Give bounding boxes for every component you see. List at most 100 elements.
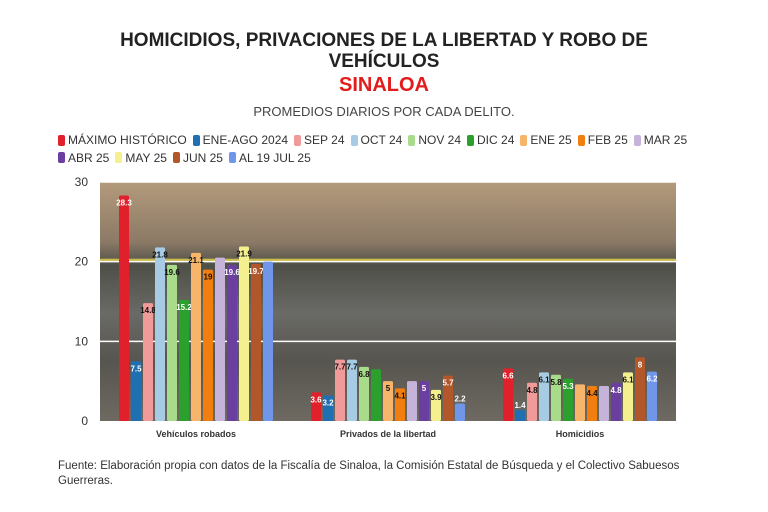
legend-label: ENE 25 (530, 133, 572, 147)
data-label: 19.6 (224, 268, 240, 277)
bar (347, 359, 357, 421)
caution-tape (100, 258, 676, 262)
legend-item: ENE-AGO 2024 (192, 132, 289, 148)
data-label: 4.8 (526, 386, 538, 395)
bar (599, 385, 609, 421)
legend-swatch (408, 134, 416, 146)
legend-item: MAR 25 (633, 132, 688, 148)
legend-swatch (192, 134, 200, 146)
legend-swatch (467, 134, 475, 146)
legend-swatch (228, 152, 236, 163)
data-label: 19 (204, 273, 213, 282)
legend-label: SEP 24 (304, 133, 345, 147)
data-label: 14.8 (140, 306, 156, 315)
legend-label: AL 19 JUL 25 (238, 150, 311, 165)
source-note: Fuente: Elaboración propia con datos de … (58, 460, 680, 487)
legend-swatch (294, 134, 302, 146)
bar (395, 388, 405, 421)
data-label: 6.2 (646, 375, 658, 384)
legend-label: OCT 24 (360, 133, 403, 147)
legend-label: NOV 24 (418, 133, 462, 147)
data-label: 3.9 (430, 393, 442, 402)
y-tick-label: 30 (75, 175, 89, 189)
legend-label: ENE-AGO 2024 (202, 133, 289, 147)
data-label: 5.8 (550, 378, 562, 387)
x-tick-label: Vehículos robados (156, 429, 236, 439)
data-label: 4.8 (610, 386, 622, 395)
data-label: 4.1 (394, 391, 406, 400)
legend-item: MÁXIMO HISTÓRICO (58, 132, 187, 148)
legend-item: DIC 24 (467, 132, 514, 148)
data-label: 3.2 (322, 399, 334, 408)
bar (263, 261, 273, 421)
x-tick-label: Privados de la libertad (340, 429, 436, 439)
bar (431, 389, 441, 421)
legend-label: FEB 25 (587, 133, 628, 147)
legend-item: ENE 25 (520, 132, 572, 148)
data-label: 7.7 (334, 363, 346, 372)
legend-swatch (115, 152, 123, 163)
data-label: 5.3 (562, 382, 574, 391)
data-label: 1.4 (514, 401, 526, 410)
bar (311, 392, 321, 421)
bar (623, 372, 633, 421)
data-label: 21.1 (188, 256, 204, 265)
bar (323, 395, 333, 421)
data-label: 8 (638, 360, 643, 369)
data-label: 4.4 (586, 389, 598, 398)
data-label: 6.8 (358, 370, 370, 379)
bar (647, 371, 657, 421)
legend-label: JUN 25 (182, 150, 223, 165)
bar (155, 247, 165, 421)
bar (143, 303, 153, 421)
bar (179, 299, 189, 421)
data-label: 7.7 (346, 363, 358, 372)
legend-label: MAR 25 (643, 133, 688, 147)
bar (215, 257, 225, 421)
bar (167, 264, 177, 421)
bar (203, 269, 213, 421)
data-label: 6.1 (538, 375, 550, 384)
legend-swatch (172, 152, 180, 163)
data-label: 19.6 (164, 268, 180, 277)
data-label: 2.2 (454, 394, 466, 403)
data-label: 5 (386, 384, 391, 393)
legend-item: AL 19 JUL 25 (228, 150, 311, 166)
bar (575, 384, 585, 421)
legend-item: SEP 24 (294, 132, 345, 148)
y-tick-label: 10 (75, 334, 89, 348)
y-tick-label: 20 (75, 255, 89, 269)
chart-subtitle: PROMEDIOS DIARIOS POR CADA DELITO. (253, 104, 515, 119)
legend-swatch (633, 134, 641, 146)
bar (551, 374, 561, 421)
bar (191, 252, 201, 421)
bar (587, 385, 597, 421)
data-label: 6.6 (502, 371, 514, 380)
bar (335, 359, 345, 421)
legend-label: DIC 24 (477, 133, 515, 147)
legend-item: NOV 24 (408, 132, 461, 148)
legend-swatch (58, 152, 65, 163)
bar (611, 382, 621, 421)
legend: MÁXIMO HISTÓRICO ENE-AGO 2024 SEP 24 OCT 24… (58, 132, 698, 167)
data-label: 19.7 (248, 267, 264, 276)
legend-swatch (350, 134, 358, 146)
legend-item: OCT 24 (350, 132, 403, 148)
bar (383, 381, 393, 421)
y-tick-label: 0 (81, 414, 88, 428)
bar (527, 382, 537, 421)
legend-swatch (520, 134, 528, 146)
bar (131, 361, 141, 421)
bar (407, 381, 417, 421)
bar (635, 357, 645, 421)
bar (563, 378, 573, 421)
bar (539, 372, 549, 421)
data-label: 21.8 (152, 250, 168, 259)
data-label: 5 (422, 384, 427, 393)
legend-label: MAY 25 (125, 150, 167, 165)
bar (251, 264, 261, 421)
bar (239, 246, 249, 421)
data-label: 5.7 (442, 379, 454, 388)
x-tick-label: Homicidios (556, 429, 605, 439)
bar (119, 195, 129, 421)
